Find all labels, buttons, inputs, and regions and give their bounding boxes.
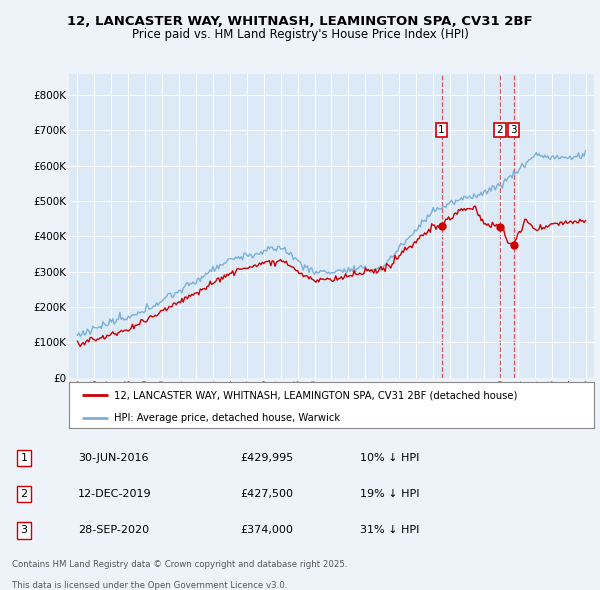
Text: £429,995: £429,995	[240, 453, 293, 463]
Text: 2: 2	[497, 125, 503, 135]
Text: 19% ↓ HPI: 19% ↓ HPI	[360, 489, 419, 499]
Text: This data is licensed under the Open Government Licence v3.0.: This data is licensed under the Open Gov…	[12, 581, 287, 590]
Text: £427,500: £427,500	[240, 489, 293, 499]
Text: 3: 3	[20, 526, 28, 535]
Text: 31% ↓ HPI: 31% ↓ HPI	[360, 526, 419, 535]
Text: 10% ↓ HPI: 10% ↓ HPI	[360, 453, 419, 463]
Text: 1: 1	[20, 453, 28, 463]
Text: 12-DEC-2019: 12-DEC-2019	[78, 489, 152, 499]
Text: 30-JUN-2016: 30-JUN-2016	[78, 453, 149, 463]
Text: 1: 1	[438, 125, 445, 135]
Text: 2: 2	[20, 489, 28, 499]
Text: 12, LANCASTER WAY, WHITNASH, LEAMINGTON SPA, CV31 2BF: 12, LANCASTER WAY, WHITNASH, LEAMINGTON …	[67, 15, 533, 28]
Text: Contains HM Land Registry data © Crown copyright and database right 2025.: Contains HM Land Registry data © Crown c…	[12, 560, 347, 569]
Text: Price paid vs. HM Land Registry's House Price Index (HPI): Price paid vs. HM Land Registry's House …	[131, 28, 469, 41]
Text: £374,000: £374,000	[240, 526, 293, 535]
Text: HPI: Average price, detached house, Warwick: HPI: Average price, detached house, Warw…	[113, 413, 340, 423]
Text: 12, LANCASTER WAY, WHITNASH, LEAMINGTON SPA, CV31 2BF (detached house): 12, LANCASTER WAY, WHITNASH, LEAMINGTON …	[113, 390, 517, 400]
Text: 3: 3	[510, 125, 517, 135]
Text: 28-SEP-2020: 28-SEP-2020	[78, 526, 149, 535]
